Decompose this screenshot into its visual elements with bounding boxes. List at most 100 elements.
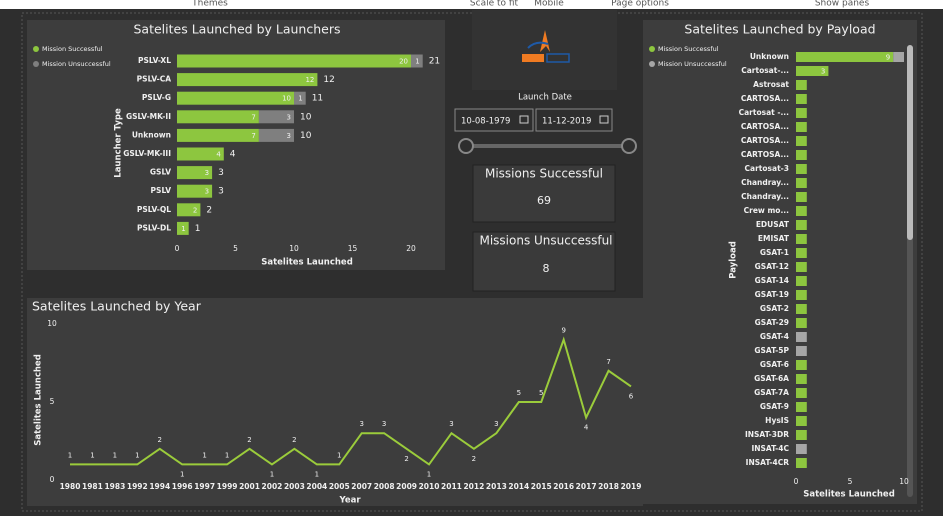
menu-item: Themes (191, 0, 228, 9)
x-tick-label: 2019 (621, 482, 642, 491)
bar (796, 276, 807, 286)
category-label: GSAT-29 (755, 318, 789, 327)
category-label: GSAT-5P (754, 346, 789, 355)
bar (796, 402, 807, 412)
point-label: 1 (225, 451, 229, 459)
axis-title: Payload (729, 241, 739, 279)
category-label: PSLV-G (142, 93, 171, 102)
chart-title: Satelites Launched by Year (32, 299, 202, 314)
point-label: 1 (337, 451, 341, 459)
bar (796, 332, 807, 342)
bar (294, 91, 306, 105)
bar (796, 444, 807, 454)
category-label: CARTOSA... (741, 94, 789, 103)
value-label: 7 (251, 113, 255, 121)
bar (258, 128, 294, 142)
bar (796, 178, 807, 188)
point-label: 6 (629, 392, 634, 400)
bar (796, 164, 807, 174)
bar (796, 220, 807, 230)
value-label: 3 (205, 169, 209, 177)
slicer-label: Launch Date (518, 93, 572, 103)
category-label: PSLV-CA (137, 75, 172, 84)
legend-swatch (649, 61, 655, 67)
category-label: GSAT-7A (754, 388, 789, 397)
x-tick-label: 1997 (194, 482, 215, 491)
menu-item: Scale to fit (470, 0, 519, 9)
bar (796, 388, 807, 398)
category-label: GSAT-14 (755, 276, 789, 285)
ribbon (0, 0, 943, 9)
logo-panel (472, 10, 617, 90)
x-tick-label: 2012 (463, 482, 484, 491)
x-tick-label: 2017 (576, 482, 597, 491)
calendar-icon (519, 115, 529, 124)
point-label: 1 (135, 451, 139, 459)
x-tick-label: 2013 (486, 482, 507, 491)
x-tick-label: 1999 (217, 482, 238, 491)
slider-handle[interactable] (458, 138, 474, 154)
point-label: 1 (315, 470, 319, 478)
point-label: 7 (606, 358, 610, 366)
date-input[interactable] (535, 108, 613, 132)
x-tick-label: 0 (794, 477, 799, 486)
slider-handle[interactable] (621, 138, 637, 154)
point-label: 3 (494, 420, 498, 428)
x-tick-label: 2007 (351, 482, 372, 491)
axis-title: Year (338, 496, 361, 506)
bar (796, 108, 807, 118)
point-label: 5 (517, 389, 521, 397)
x-tick-label: 1981 (82, 482, 103, 491)
x-tick-label: 2014 (508, 482, 529, 491)
value-label: 12 (305, 76, 314, 84)
category-label: HysIS (765, 416, 789, 425)
bar (177, 147, 224, 161)
bar (177, 203, 201, 217)
category-label: GSLV-MK-III (123, 149, 171, 158)
x-tick-label: 0 (175, 244, 180, 253)
bar (177, 73, 318, 87)
x-tick-label: 2009 (396, 482, 417, 491)
bar (258, 110, 294, 124)
y-tick-label: 10 (47, 319, 57, 328)
date-input[interactable] (454, 108, 534, 132)
bar (796, 374, 807, 384)
card (472, 231, 616, 292)
point-label: 2 (158, 436, 162, 444)
category-label: GSAT-19 (755, 290, 789, 299)
value-label: 10 (282, 95, 291, 103)
card-title: Missions Unsuccessful (479, 234, 612, 248)
total-label: 10 (300, 131, 312, 141)
value-label: 3 (287, 132, 291, 140)
point-label: 4 (584, 424, 589, 432)
chart-title: Satelites Launched by Payload (684, 22, 875, 37)
category-label: PSLV-DL (137, 223, 171, 232)
total-label: 2 (206, 205, 212, 215)
bar (796, 66, 829, 76)
bar (177, 184, 213, 198)
x-tick-label: 20 (406, 244, 416, 253)
menu-item: Mobile (534, 0, 564, 9)
bar (796, 458, 807, 468)
category-label: Astrosat (753, 80, 789, 89)
point-label: 2 (472, 455, 476, 463)
date-end: 11-12-2019 (542, 117, 591, 127)
value-label: 4 (216, 151, 221, 159)
category-label: Unknown (132, 130, 171, 139)
category-label: EMISAT (758, 234, 790, 243)
card-value: 8 (543, 262, 550, 275)
category-label: GSAT-4 (760, 332, 789, 341)
total-label: 21 (429, 57, 440, 67)
menu-item: Show panes (815, 0, 870, 9)
x-tick-label: 2010 (419, 482, 440, 491)
x-tick-label: 1992 (127, 482, 148, 491)
date-start: 10-08-1979 (461, 117, 510, 127)
category-label: Cartosat -... (739, 108, 790, 117)
panel (27, 298, 643, 506)
x-tick-label: 1996 (172, 482, 193, 491)
bar (411, 54, 423, 68)
scrollbar-thumb[interactable] (907, 45, 913, 240)
axis-title: Launcher Type (114, 108, 124, 178)
bar (796, 52, 894, 62)
